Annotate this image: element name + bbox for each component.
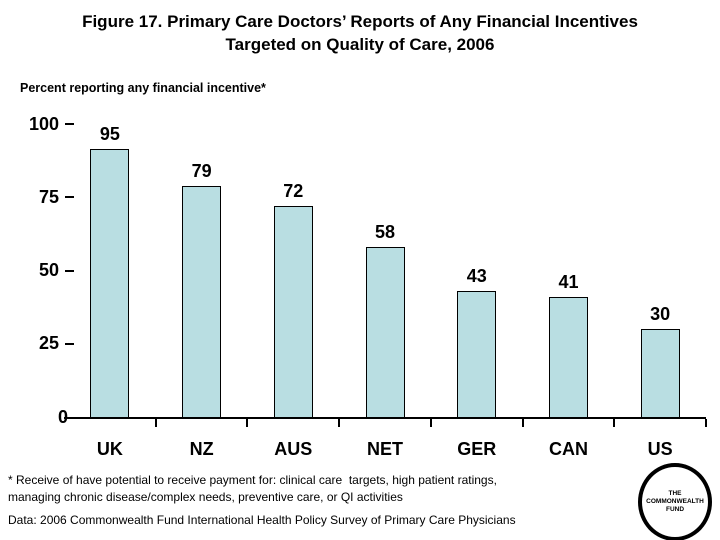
bar-value-label: 58	[375, 222, 396, 243]
commonwealth-fund-logo: THE COMMONWEALTH FUND	[638, 463, 712, 540]
x-axis-label-uk: UK	[96, 439, 123, 459]
x-axis-tick	[613, 419, 616, 427]
x-axis-tick	[429, 419, 432, 427]
x-axis-tick	[246, 419, 249, 427]
bar-aus	[273, 206, 313, 417]
bar-value-label: 41	[558, 271, 579, 292]
bar-value-label: 72	[283, 181, 304, 202]
bar-can	[548, 296, 588, 417]
y-axis-tick-100: 100	[29, 114, 74, 134]
bar-value-label: 30	[650, 304, 671, 325]
y-axis-tick-label: 100	[28, 113, 59, 134]
data-source-note: Data: 2006 Commonwealth Fund Internation…	[8, 513, 516, 527]
bar-group-net: 58	[339, 124, 432, 427]
bar-uk	[90, 149, 130, 417]
y-axis-tick-label: 75	[38, 186, 59, 207]
x-axis-label-us: US	[647, 439, 673, 459]
bar-value-label: 43	[466, 266, 487, 287]
bar-value-label: 95	[99, 124, 120, 144]
x-axis-tick	[521, 419, 524, 427]
plot-area: 95 79 72 58 43 41 30	[64, 124, 708, 427]
y-axis-tick-label: 25	[38, 333, 59, 354]
y-axis-tick-25: 25	[38, 333, 74, 354]
bar-group-ger: 43	[431, 124, 524, 427]
y-axis-tick-label: 50	[38, 260, 59, 280]
chart-title: Figure 17. Primary Care Doctors’ Reports…	[82, 12, 638, 54]
logo-line-commonwealth: COMMONWEALTH	[646, 498, 704, 505]
x-axis-label-nz: NZ	[189, 439, 214, 459]
y-axis: 100 75 50 25 0	[0, 114, 74, 427]
bar-group-can: 41	[523, 124, 616, 427]
y-axis-tick-mark	[65, 123, 74, 125]
bar-net	[365, 247, 405, 417]
x-axis-label-ger: GER	[457, 439, 497, 459]
footnote-asterisk: * Receive of have potential to receive p…	[8, 473, 497, 504]
logo-text: THE COMMONWEALTH FUND	[646, 490, 704, 514]
y-axis-tick-mark	[65, 269, 74, 272]
bar-chart: 100 75 50 25 0 95 79 72 58 43 41 30 UK NZ AUS NET GER C…	[0, 114, 720, 464]
bar-group-nz: 79	[156, 124, 249, 427]
bar-nz	[182, 185, 222, 417]
y-axis-tick-0: 0	[58, 407, 74, 427]
logo-line-the: THE	[668, 490, 682, 497]
x-axis-label-net: NET	[367, 439, 404, 459]
y-axis-tick-50: 50	[38, 260, 74, 281]
y-axis-tick-75: 75	[39, 187, 74, 207]
y-axis-tick-label: 0	[57, 406, 68, 427]
x-axis-label-can: CAN	[548, 439, 588, 459]
x-axis-label-aus: AUS	[274, 439, 313, 459]
bar-us	[640, 329, 680, 417]
bar-group-aus: 72	[247, 124, 341, 427]
y-axis-caption: Percent reporting any financial incentiv…	[20, 81, 266, 95]
bar-group-us: 30	[614, 124, 708, 427]
bar-ger	[457, 291, 497, 417]
y-axis-tick-mark	[65, 342, 74, 345]
x-axis-labels: UK NZ AUS NET GER CAN US	[64, 431, 706, 460]
y-axis-tick-mark	[65, 196, 74, 199]
bar-value-label: 79	[191, 160, 212, 181]
bar-group-uk: 95	[64, 124, 157, 427]
x-axis-tick	[338, 419, 341, 427]
x-axis-tick	[154, 419, 157, 427]
logo-line-fund: FUND	[665, 506, 685, 513]
x-axis-tick	[705, 419, 708, 427]
